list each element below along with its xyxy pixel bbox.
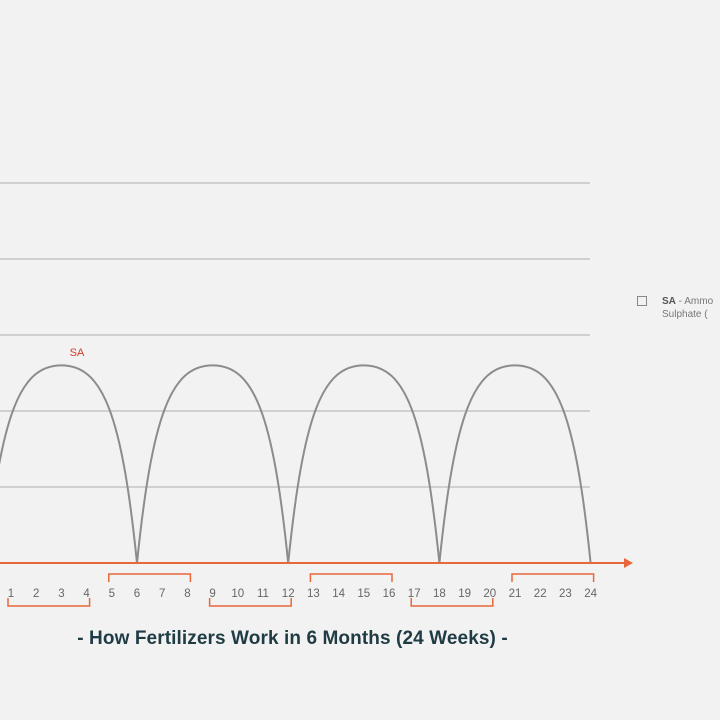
x-tick-label: 12 bbox=[282, 588, 295, 600]
month-bracket bbox=[208, 598, 292, 607]
x-tick-label: 3 bbox=[58, 588, 64, 600]
x-tick-label: 4 bbox=[83, 588, 90, 600]
x-tick-label: 22 bbox=[534, 588, 547, 600]
series-label-sa: SA bbox=[70, 347, 85, 359]
x-tick-label: 16 bbox=[383, 588, 396, 600]
x-tick-label: 9 bbox=[209, 588, 215, 600]
x-tick-label: 18 bbox=[433, 588, 446, 600]
x-tick-label: 21 bbox=[509, 588, 522, 600]
x-tick-label: 17 bbox=[408, 588, 421, 600]
release-arch bbox=[0, 364, 138, 564]
legend-abbr: SA bbox=[662, 296, 676, 307]
x-tick-label: 15 bbox=[357, 588, 370, 600]
x-tick-label: 7 bbox=[159, 588, 165, 600]
x-tick-label: 14 bbox=[332, 588, 345, 600]
legend-line2: Sulphate ( bbox=[662, 309, 708, 320]
x-tick-label: 10 bbox=[231, 588, 244, 600]
x-tick-label: 13 bbox=[307, 588, 320, 600]
release-arch bbox=[287, 364, 441, 564]
release-arch bbox=[438, 364, 592, 564]
month-bracket bbox=[7, 598, 91, 607]
legend-checkbox[interactable] bbox=[637, 296, 647, 306]
x-tick-label: 24 bbox=[584, 588, 597, 600]
chart-title: - How Fertilizers Work in 6 Months (24 W… bbox=[77, 628, 508, 649]
release-arch bbox=[136, 364, 290, 564]
x-tick-label: 6 bbox=[134, 588, 140, 600]
x-tick-label: 1 bbox=[8, 588, 14, 600]
x-tick-label: 19 bbox=[458, 588, 471, 600]
month-bracket bbox=[410, 598, 494, 607]
x-tick-label: 20 bbox=[483, 588, 496, 600]
legend-line1: - Ammo bbox=[675, 296, 714, 307]
x-tick-label: 2 bbox=[33, 588, 39, 600]
month-bracket bbox=[309, 573, 393, 582]
month-bracket bbox=[511, 573, 595, 582]
x-tick-label: 23 bbox=[559, 588, 572, 600]
x-tick-label: 11 bbox=[257, 588, 269, 600]
month-bracket bbox=[108, 573, 192, 582]
axis-arrow-icon bbox=[624, 558, 633, 568]
x-tick-label: 5 bbox=[109, 588, 115, 600]
x-tick-label: 8 bbox=[184, 588, 190, 600]
